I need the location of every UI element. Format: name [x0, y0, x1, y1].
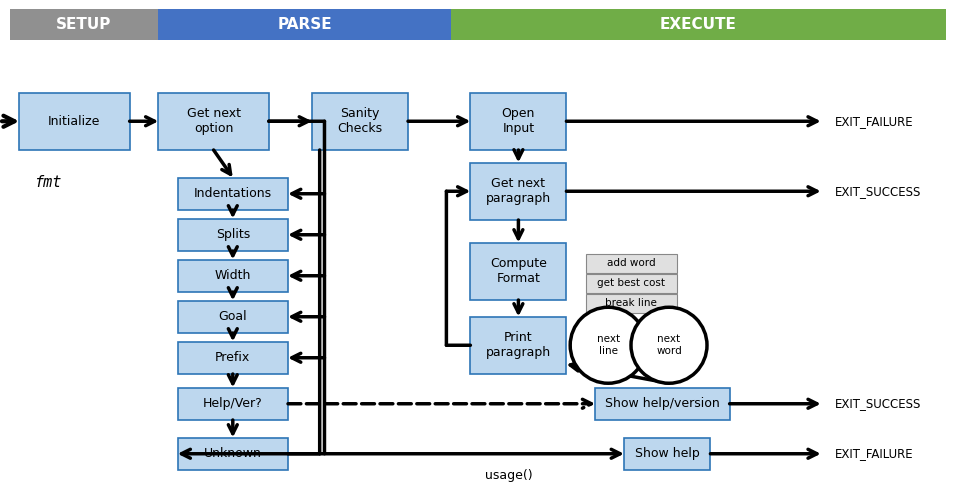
Text: Initialize: Initialize: [48, 115, 101, 128]
Text: break line: break line: [605, 298, 658, 308]
Text: PARSE: PARSE: [277, 17, 332, 32]
Text: Width: Width: [215, 269, 251, 282]
Text: Show help/version: Show help/version: [605, 397, 720, 410]
FancyBboxPatch shape: [19, 92, 130, 150]
FancyBboxPatch shape: [586, 294, 677, 312]
Text: Compute
Format: Compute Format: [490, 257, 547, 285]
Text: EXIT_FAILURE: EXIT_FAILURE: [835, 447, 914, 460]
Text: fmt: fmt: [34, 175, 61, 190]
FancyBboxPatch shape: [178, 342, 288, 374]
Text: Get next
paragraph: Get next paragraph: [486, 178, 551, 205]
FancyBboxPatch shape: [595, 388, 730, 420]
Text: Help/Ver?: Help/Ver?: [203, 397, 263, 410]
FancyBboxPatch shape: [470, 92, 566, 150]
FancyBboxPatch shape: [178, 178, 288, 210]
Text: add word: add word: [607, 258, 656, 268]
FancyBboxPatch shape: [178, 388, 288, 420]
FancyBboxPatch shape: [158, 92, 269, 150]
Text: Splits: Splits: [216, 228, 250, 241]
FancyBboxPatch shape: [586, 254, 677, 272]
Text: Prefix: Prefix: [215, 351, 251, 364]
Ellipse shape: [570, 307, 646, 383]
Bar: [451, 9, 946, 40]
Bar: [10, 9, 158, 40]
Text: Indentations: Indentations: [194, 188, 272, 200]
Text: EXIT_FAILURE: EXIT_FAILURE: [835, 115, 914, 128]
Text: next
word: next word: [656, 334, 682, 356]
Ellipse shape: [631, 307, 707, 383]
FancyBboxPatch shape: [470, 242, 566, 300]
Text: get best cost: get best cost: [597, 278, 665, 288]
Text: Show help: Show help: [635, 447, 700, 460]
FancyBboxPatch shape: [624, 438, 710, 470]
FancyBboxPatch shape: [178, 260, 288, 292]
Text: EXIT_SUCCESS: EXIT_SUCCESS: [835, 397, 922, 410]
Text: SETUP: SETUP: [57, 17, 111, 32]
FancyBboxPatch shape: [178, 218, 288, 251]
FancyBboxPatch shape: [586, 274, 677, 292]
Text: usage(): usage(): [485, 470, 533, 482]
Text: Print
paragraph: Print paragraph: [486, 331, 551, 359]
Bar: [158, 9, 451, 40]
Text: next
line: next line: [596, 334, 620, 356]
Text: Unknown: Unknown: [204, 447, 262, 460]
FancyBboxPatch shape: [178, 300, 288, 333]
Text: EXIT_SUCCESS: EXIT_SUCCESS: [835, 184, 922, 198]
Text: Get next
option: Get next option: [186, 108, 241, 135]
FancyBboxPatch shape: [470, 162, 566, 220]
Text: Goal: Goal: [219, 310, 247, 323]
FancyBboxPatch shape: [312, 92, 408, 150]
Text: Sanity
Checks: Sanity Checks: [337, 108, 383, 135]
FancyBboxPatch shape: [470, 316, 566, 374]
FancyBboxPatch shape: [178, 438, 288, 470]
Text: Open
Input: Open Input: [502, 108, 535, 135]
Text: EXECUTE: EXECUTE: [660, 17, 737, 32]
